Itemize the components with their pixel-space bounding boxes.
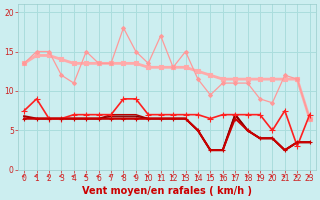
X-axis label: Vent moyen/en rafales ( km/h ): Vent moyen/en rafales ( km/h ) — [82, 186, 252, 196]
